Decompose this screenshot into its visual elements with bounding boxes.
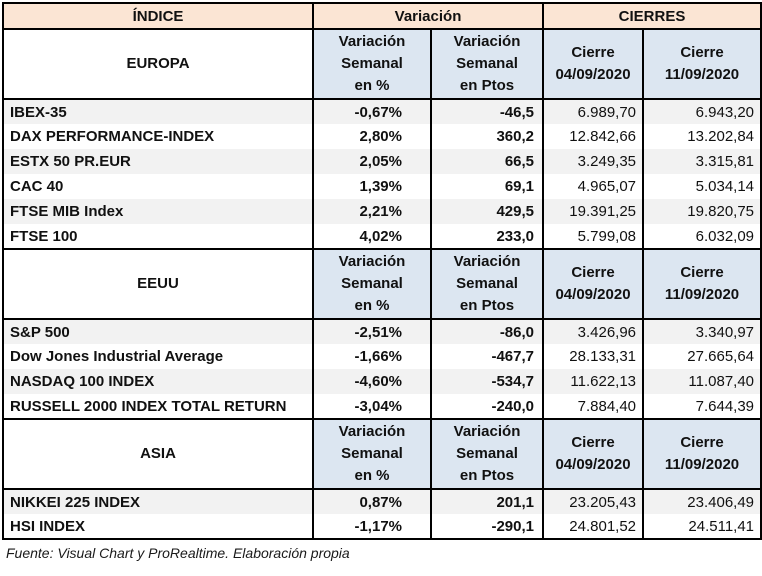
table-row: NIKKEI 225 INDEX 0,87% 201,1 23.205,43 2… xyxy=(3,489,762,514)
weekly-pts-change: 69,1 xyxy=(429,174,544,199)
index-name: NIKKEI 225 INDEX xyxy=(3,489,313,514)
table-row: FTSE MIB Index 2,21% 429,5 19.391,25 19.… xyxy=(3,199,762,224)
weekly-pct-change: 2,21% xyxy=(312,199,431,224)
weekly-pct-change: -4,60% xyxy=(312,369,431,394)
weekly-pct-change: 2,05% xyxy=(312,149,431,174)
subheader-close2: Cierre 11/09/2020 xyxy=(642,248,762,320)
index-name: HSI INDEX xyxy=(3,514,313,539)
weekly-pts-change: -467,7 xyxy=(429,344,544,369)
weekly-pct-change: -2,51% xyxy=(312,319,431,344)
close-1109: 7.644,39 xyxy=(642,394,762,419)
weekly-pts-change: -240,0 xyxy=(429,394,544,419)
close-0409: 11.622,13 xyxy=(542,369,644,394)
header-variacion: Variación xyxy=(311,3,544,30)
weekly-pts-change: 201,1 xyxy=(429,489,544,514)
weekly-pts-change: 233,0 xyxy=(429,224,544,249)
index-name: CAC 40 xyxy=(3,174,313,199)
close-0409: 23.205,43 xyxy=(542,489,644,514)
table-row: HSI INDEX -1,17% -290,1 24.801,52 24.511… xyxy=(3,514,762,539)
close-0409: 19.391,25 xyxy=(542,199,644,224)
subheader-close1: Cierre 04/09/2020 xyxy=(542,28,644,100)
subheader-pct: Variación Semanal en % xyxy=(312,418,431,490)
close-1109: 24.511,41 xyxy=(642,514,762,539)
table-row: Dow Jones Industrial Average -1,66% -467… xyxy=(3,344,762,369)
weekly-pct-change: 0,87% xyxy=(312,489,431,514)
weekly-pts-change: 360,2 xyxy=(429,124,544,149)
index-name: S&P 500 xyxy=(3,319,313,344)
weekly-pts-change: 429,5 xyxy=(429,199,544,224)
section-header-row-europa: EUROPA Variación Semanal en % Variación … xyxy=(3,28,762,100)
weekly-pct-change: -0,67% xyxy=(312,99,431,124)
source-note: Fuente: Visual Chart y ProRealtime. Elab… xyxy=(6,545,350,561)
weekly-pts-change: -46,5 xyxy=(429,99,544,124)
index-name: NASDAQ 100 INDEX xyxy=(3,369,313,394)
close-1109: 19.820,75 xyxy=(642,199,762,224)
subheader-pts: Variación Semanal en Ptos xyxy=(429,418,544,490)
close-1109: 27.665,64 xyxy=(642,344,762,369)
region-label-eeuu: EEUU xyxy=(3,248,313,320)
table-row: S&P 500 -2,51% -86,0 3.426,96 3.340,97 xyxy=(3,319,762,344)
weekly-pts-change: -290,1 xyxy=(429,514,544,539)
index-name: FTSE 100 xyxy=(3,224,313,249)
table-row: NASDAQ 100 INDEX -4,60% -534,7 11.622,13… xyxy=(3,369,762,394)
subheader-close1: Cierre 04/09/2020 xyxy=(542,418,644,490)
close-1109: 6.943,20 xyxy=(642,99,762,124)
weekly-pts-change: 66,5 xyxy=(429,149,544,174)
subheader-close2: Cierre 11/09/2020 xyxy=(642,418,762,490)
index-name: FTSE MIB Index xyxy=(3,199,313,224)
index-name: Dow Jones Industrial Average xyxy=(3,344,313,369)
close-0409: 28.133,31 xyxy=(542,344,644,369)
close-0409: 12.842,66 xyxy=(542,124,644,149)
table-row: CAC 40 1,39% 69,1 4.965,07 5.034,14 xyxy=(3,174,762,199)
index-name: RUSSELL 2000 INDEX TOTAL RETURN xyxy=(3,394,313,419)
close-0409: 4.965,07 xyxy=(542,174,644,199)
close-0409: 7.884,40 xyxy=(542,394,644,419)
index-name: DAX PERFORMANCE-INDEX xyxy=(3,124,313,149)
region-label-asia: ASIA xyxy=(3,418,313,490)
header-cierres: CIERRES xyxy=(542,3,762,30)
close-1109: 3.315,81 xyxy=(642,149,762,174)
subheader-close1: Cierre 04/09/2020 xyxy=(542,248,644,320)
close-0409: 6.989,70 xyxy=(542,99,644,124)
weekly-pts-change: -534,7 xyxy=(429,369,544,394)
close-0409: 5.799,08 xyxy=(542,224,644,249)
table-row: ESTX 50 PR.EUR 2,05% 66,5 3.249,35 3.315… xyxy=(3,149,762,174)
index-name: IBEX-35 xyxy=(3,99,313,124)
header-indice: ÍNDICE xyxy=(3,3,313,30)
weekly-pct-change: -1,17% xyxy=(312,514,431,539)
close-1109: 11.087,40 xyxy=(642,369,762,394)
close-1109: 6.032,09 xyxy=(642,224,762,249)
close-0409: 3.249,35 xyxy=(542,149,644,174)
section-header-row-asia: ASIA Variación Semanal en % Variación Se… xyxy=(3,418,762,490)
subheader-pts: Variación Semanal en Ptos xyxy=(429,28,544,100)
weekly-pct-change: -3,04% xyxy=(312,394,431,419)
section-header-row-eeuu: EEUU Variación Semanal en % Variación Se… xyxy=(3,248,762,320)
weekly-pts-change: -86,0 xyxy=(429,319,544,344)
table-row: RUSSELL 2000 INDEX TOTAL RETURN -3,04% -… xyxy=(3,394,762,419)
region-label-europa: EUROPA xyxy=(3,28,313,100)
subheader-pts: Variación Semanal en Ptos xyxy=(429,248,544,320)
table-row: IBEX-35 -0,67% -46,5 6.989,70 6.943,20 xyxy=(3,99,762,124)
close-0409: 24.801,52 xyxy=(542,514,644,539)
close-1109: 23.406,49 xyxy=(642,489,762,514)
weekly-pct-change: -1,66% xyxy=(312,344,431,369)
subheader-pct: Variación Semanal en % xyxy=(312,28,431,100)
subheader-close2: Cierre 11/09/2020 xyxy=(642,28,762,100)
index-name: ESTX 50 PR.EUR xyxy=(3,149,313,174)
subheader-pct: Variación Semanal en % xyxy=(312,248,431,320)
close-1109: 3.340,97 xyxy=(642,319,762,344)
close-1109: 5.034,14 xyxy=(642,174,762,199)
top-header-row: ÍNDICE Variación CIERRES xyxy=(3,3,762,30)
close-0409: 3.426,96 xyxy=(542,319,644,344)
close-1109: 13.202,84 xyxy=(642,124,762,149)
weekly-pct-change: 2,80% xyxy=(312,124,431,149)
table-row: DAX PERFORMANCE-INDEX 2,80% 360,2 12.842… xyxy=(3,124,762,149)
table-row: FTSE 100 4,02% 233,0 5.799,08 6.032,09 xyxy=(3,224,762,249)
weekly-pct-change: 4,02% xyxy=(312,224,431,249)
indices-table: ÍNDICE Variación CIERRES EUROPA Variació… xyxy=(2,2,762,540)
weekly-pct-change: 1,39% xyxy=(312,174,431,199)
